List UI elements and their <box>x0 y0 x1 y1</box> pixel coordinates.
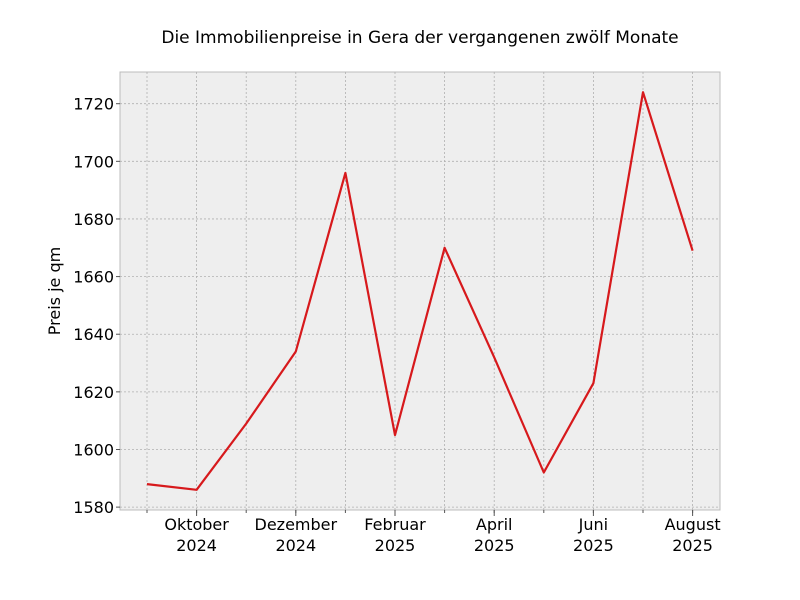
x-tick-label: April 2025 <box>474 515 515 555</box>
y-axis-label: Preis je qm <box>45 247 64 335</box>
series-layer <box>146 91 694 491</box>
y-tick-label: 1720 <box>73 95 114 114</box>
x-tick-label-year: 2025 <box>573 536 614 555</box>
x-tick-label: Dezember 2024 <box>255 515 338 555</box>
x-tick-label-month: Februar <box>364 515 426 534</box>
y-tick-label: 1660 <box>73 268 114 287</box>
x-tick-label-month: Oktober <box>164 515 229 534</box>
x-tick-label-month: April <box>476 515 513 534</box>
y-tick-label: 1600 <box>73 440 114 459</box>
x-tick-label-year: 2025 <box>672 536 713 555</box>
y-tick-label: 1620 <box>73 383 114 402</box>
x-tick-label: Februar 2025 <box>364 515 426 555</box>
plot-area <box>119 71 721 511</box>
axis-ticks: 1580 1600 1620 1640 1660 1680 1700 1720 Oktober 2… <box>73 95 720 555</box>
x-tick-label: Juni 2025 <box>573 515 614 555</box>
x-tick-label: August 2025 <box>665 515 721 555</box>
x-tick-label-year: 2025 <box>375 536 416 555</box>
y-tick-label: 1680 <box>73 210 114 229</box>
y-tick-label: 1700 <box>73 152 114 171</box>
x-tick-label-year: 2025 <box>474 536 515 555</box>
x-tick-label: Oktober 2024 <box>164 515 229 555</box>
x-tick-label-month: Dezember <box>255 515 338 534</box>
series-line <box>146 91 694 491</box>
x-tick-label-month: Juni <box>578 515 608 534</box>
y-tick-label: 1580 <box>73 498 114 517</box>
chart-title: Die Immobilienpreise in Gera der vergang… <box>161 28 678 48</box>
y-tick-label: 1640 <box>73 325 114 344</box>
x-tick-label-month: August <box>665 515 721 534</box>
x-tick-label-year: 2024 <box>275 536 316 555</box>
grid <box>120 72 720 510</box>
x-tick-label-year: 2024 <box>176 536 217 555</box>
